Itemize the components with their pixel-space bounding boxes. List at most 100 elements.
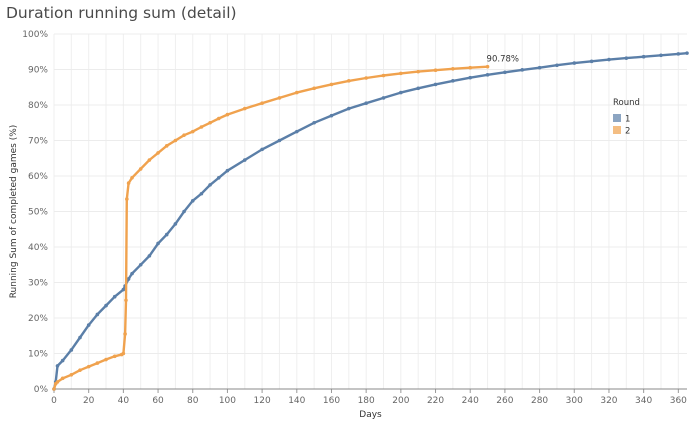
data-point-2[interactable] xyxy=(69,373,74,377)
data-point-1[interactable] xyxy=(503,70,507,75)
legend-title: Round xyxy=(613,98,640,108)
data-point-2[interactable] xyxy=(55,380,60,384)
data-point-2[interactable] xyxy=(242,106,247,111)
data-point-2[interactable] xyxy=(124,298,128,303)
data-point-2[interactable] xyxy=(95,361,100,365)
data-point-2[interactable] xyxy=(138,167,143,171)
data-point-1[interactable] xyxy=(242,158,247,162)
data-point-2[interactable] xyxy=(294,90,299,95)
data-point-2[interactable] xyxy=(52,387,56,391)
data-point-2[interactable] xyxy=(260,101,264,106)
data-point-2[interactable] xyxy=(86,364,91,369)
data-point-2[interactable] xyxy=(216,116,221,121)
data-point-2[interactable] xyxy=(60,376,65,381)
data-point-1[interactable] xyxy=(399,90,403,95)
data-point-1[interactable] xyxy=(216,175,221,180)
data-point-2[interactable] xyxy=(347,79,351,83)
data-point-2[interactable] xyxy=(329,82,334,87)
data-point-2[interactable] xyxy=(112,354,117,359)
data-point-1[interactable] xyxy=(416,86,420,91)
legend-swatch-2[interactable] xyxy=(613,126,621,134)
data-point-1[interactable] xyxy=(572,61,577,65)
data-point-2[interactable] xyxy=(416,69,420,74)
legend-label-2[interactable]: 2 xyxy=(625,127,630,137)
data-point-1[interactable] xyxy=(199,191,204,196)
data-point-2[interactable] xyxy=(199,125,204,129)
data-point-2[interactable] xyxy=(126,181,131,185)
data-point-2[interactable] xyxy=(125,197,129,201)
data-point-2[interactable] xyxy=(381,73,386,78)
data-point-1[interactable] xyxy=(190,199,195,203)
data-point-1[interactable] xyxy=(130,271,134,276)
data-point-1[interactable] xyxy=(659,53,663,58)
data-point-1[interactable] xyxy=(329,113,334,118)
legend-swatch-1[interactable] xyxy=(613,114,621,122)
data-point-1[interactable] xyxy=(485,73,490,77)
data-point-2[interactable] xyxy=(433,68,438,73)
legend[interactable]: Round 1 2 xyxy=(613,98,640,137)
data-point-1[interactable] xyxy=(126,277,131,281)
data-point-1[interactable] xyxy=(589,59,594,64)
data-point-2[interactable] xyxy=(468,65,473,70)
data-point-2[interactable] xyxy=(130,175,134,180)
x-tick-label: 120 xyxy=(254,396,271,406)
data-point-1[interactable] xyxy=(208,183,212,187)
data-point-1[interactable] xyxy=(685,51,689,55)
data-point-2[interactable] xyxy=(156,151,160,155)
data-point-2[interactable] xyxy=(225,112,230,117)
data-point-1[interactable] xyxy=(555,63,559,68)
data-point-1[interactable] xyxy=(104,303,108,308)
data-point-2[interactable] xyxy=(123,332,127,336)
data-point-1[interactable] xyxy=(624,56,629,60)
data-point-1[interactable] xyxy=(260,147,264,152)
series-line-2[interactable] xyxy=(52,65,489,391)
data-point-2[interactable] xyxy=(173,138,178,143)
data-point-1[interactable] xyxy=(112,294,117,299)
data-point-2[interactable] xyxy=(121,351,126,356)
data-point-1[interactable] xyxy=(381,96,386,100)
data-point-1[interactable] xyxy=(225,168,230,173)
data-point-1[interactable] xyxy=(121,287,126,292)
data-point-1[interactable] xyxy=(60,358,65,363)
data-point-1[interactable] xyxy=(277,138,282,143)
data-point-1[interactable] xyxy=(164,232,169,237)
data-point-2[interactable] xyxy=(485,64,490,69)
data-point-2[interactable] xyxy=(182,133,186,137)
data-point-1[interactable] xyxy=(451,79,455,83)
data-point-1[interactable] xyxy=(173,222,178,226)
data-point-2[interactable] xyxy=(78,368,82,372)
data-point-1[interactable] xyxy=(55,364,60,368)
data-point-2[interactable] xyxy=(104,357,108,362)
data-point-1[interactable] xyxy=(347,106,351,111)
data-point-1[interactable] xyxy=(607,57,611,62)
data-point-2[interactable] xyxy=(190,129,195,134)
data-point-1[interactable] xyxy=(147,254,152,258)
data-point-1[interactable] xyxy=(468,75,473,80)
data-point-2[interactable] xyxy=(147,158,152,162)
data-point-1[interactable] xyxy=(294,129,299,134)
data-point-1[interactable] xyxy=(520,68,525,72)
data-point-2[interactable] xyxy=(277,96,282,100)
data-point-2[interactable] xyxy=(399,71,403,76)
legend-label-1[interactable]: 1 xyxy=(625,115,630,125)
data-point-2[interactable] xyxy=(312,86,316,91)
series-line-1[interactable] xyxy=(52,52,689,391)
data-point-1[interactable] xyxy=(78,335,82,340)
data-point-2[interactable] xyxy=(364,76,368,80)
data-point-1[interactable] xyxy=(364,101,368,106)
data-point-1[interactable] xyxy=(312,120,316,125)
data-point-1[interactable] xyxy=(182,209,186,214)
data-point-1[interactable] xyxy=(69,348,74,352)
data-point-1[interactable] xyxy=(641,54,646,59)
data-point-1[interactable] xyxy=(156,241,160,246)
data-point-1[interactable] xyxy=(138,262,143,267)
data-point-1[interactable] xyxy=(95,312,100,317)
data-point-2[interactable] xyxy=(208,120,212,125)
data-point-1[interactable] xyxy=(676,52,681,56)
data-point-1[interactable] xyxy=(433,82,438,87)
data-point-2[interactable] xyxy=(164,144,169,148)
data-point-1[interactable] xyxy=(537,65,542,70)
data-point-1[interactable] xyxy=(86,323,91,327)
data-point-2[interactable] xyxy=(451,66,455,71)
